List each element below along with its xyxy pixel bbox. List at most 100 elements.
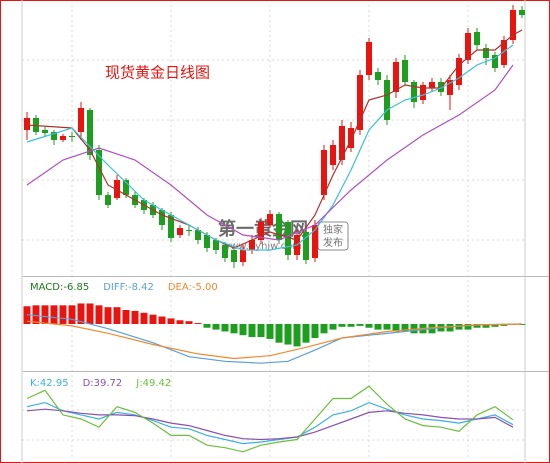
macd-bar: [464, 324, 472, 330]
macd-bar: [293, 324, 301, 347]
indicator-line: [26, 401, 514, 445]
watermark-badge-top: 独家: [323, 223, 343, 236]
candle-body: [456, 58, 462, 85]
macd-bar: [149, 314, 157, 324]
macd-bar: [176, 320, 184, 324]
candle-body: [375, 72, 381, 80]
candle-body: [258, 222, 264, 240]
candle-body: [195, 230, 201, 240]
candle-body: [42, 130, 48, 133]
macd-bar: [131, 310, 139, 324]
macd-bar: [194, 323, 202, 324]
macd-bar: [311, 324, 319, 338]
candle-body: [213, 240, 219, 250]
candle-body: [366, 42, 372, 75]
macd-bar: [122, 310, 130, 324]
indicator-line: [26, 385, 514, 453]
candle-body: [339, 126, 345, 160]
macd-bar: [104, 307, 112, 324]
watermark-badge-bottom: 发布: [323, 236, 343, 249]
macd-bar: [203, 324, 211, 328]
candle-body: [285, 222, 291, 255]
macd-bar: [86, 303, 94, 324]
macd-bar: [383, 324, 391, 330]
macd-bar: [239, 324, 247, 336]
candle-body: [402, 60, 408, 82]
candle-body: [483, 48, 489, 58]
candle-body: [60, 136, 66, 140]
candle-body: [465, 33, 471, 60]
candle-body: [303, 232, 309, 260]
macd-bar: [212, 324, 220, 330]
macd-bar: [374, 324, 382, 330]
legend-label: MACD:-6.85: [30, 282, 89, 293]
macd-bar: [392, 324, 400, 332]
candle-body: [501, 40, 507, 65]
macd-bar: [41, 305, 49, 324]
macd-bar: [158, 316, 166, 324]
macd-bar: [167, 318, 175, 324]
macd-bar: [77, 303, 85, 324]
indicator-line: [26, 320, 523, 360]
macd-bar: [185, 321, 193, 324]
macd-bar: [257, 324, 265, 338]
indicator-line: [26, 44, 514, 251]
candle-body: [69, 136, 75, 137]
candle-body: [348, 128, 354, 148]
macd-bar: [338, 324, 346, 327]
candle-body: [168, 215, 174, 238]
candle-body: [222, 245, 228, 258]
candle-body: [204, 235, 210, 248]
indicator-line: [26, 314, 523, 364]
candle-body: [240, 250, 246, 262]
candle-body: [321, 150, 327, 195]
legend-label: J:49.42: [135, 378, 171, 389]
candle-body: [519, 10, 525, 15]
candle-body: [330, 145, 336, 165]
candle-body: [96, 150, 102, 195]
macd-bar: [284, 324, 292, 345]
candle-body: [159, 210, 165, 225]
legend-label: DEA:-5.00: [168, 282, 218, 293]
macd-bar: [113, 307, 121, 324]
indicator-line: [26, 64, 514, 241]
candle-body: [249, 240, 255, 250]
candle-body: [231, 250, 237, 262]
macd-bar: [59, 305, 67, 324]
candle-body: [411, 82, 417, 102]
candle-body: [267, 214, 273, 225]
candle-body: [51, 132, 57, 140]
candle-body: [186, 230, 192, 231]
candle-body: [114, 180, 120, 198]
macd-bar: [248, 324, 256, 338]
indicator-line: [26, 29, 523, 249]
legend-label: K:42.95: [30, 378, 69, 389]
candle-body: [177, 228, 183, 235]
macd-bar: [365, 324, 373, 328]
candle-body: [474, 32, 480, 45]
macd-bar: [68, 305, 76, 324]
candle-body: [78, 108, 84, 132]
candle-body: [510, 10, 516, 40]
candle-body: [447, 80, 453, 95]
legend-label: DIFF:-8.42: [103, 282, 154, 293]
candle-body: [393, 62, 399, 92]
macd-bar: [275, 324, 283, 343]
macd-bar: [266, 324, 274, 339]
candle-body: [429, 82, 435, 88]
candle-body: [420, 85, 426, 100]
indicator-line: [26, 408, 514, 441]
macd-bar: [446, 324, 454, 332]
macd-bar: [320, 324, 328, 334]
candle-body: [87, 110, 93, 155]
macd-bar: [329, 324, 337, 330]
macd-bar: [221, 324, 229, 332]
macd-bar: [95, 305, 103, 324]
candle-body: [492, 55, 498, 68]
macd-bar: [32, 305, 40, 324]
macd-bar: [347, 324, 355, 327]
macd-bar: [482, 324, 490, 328]
watermark-url: www.dyhjw.com: [222, 241, 302, 252]
